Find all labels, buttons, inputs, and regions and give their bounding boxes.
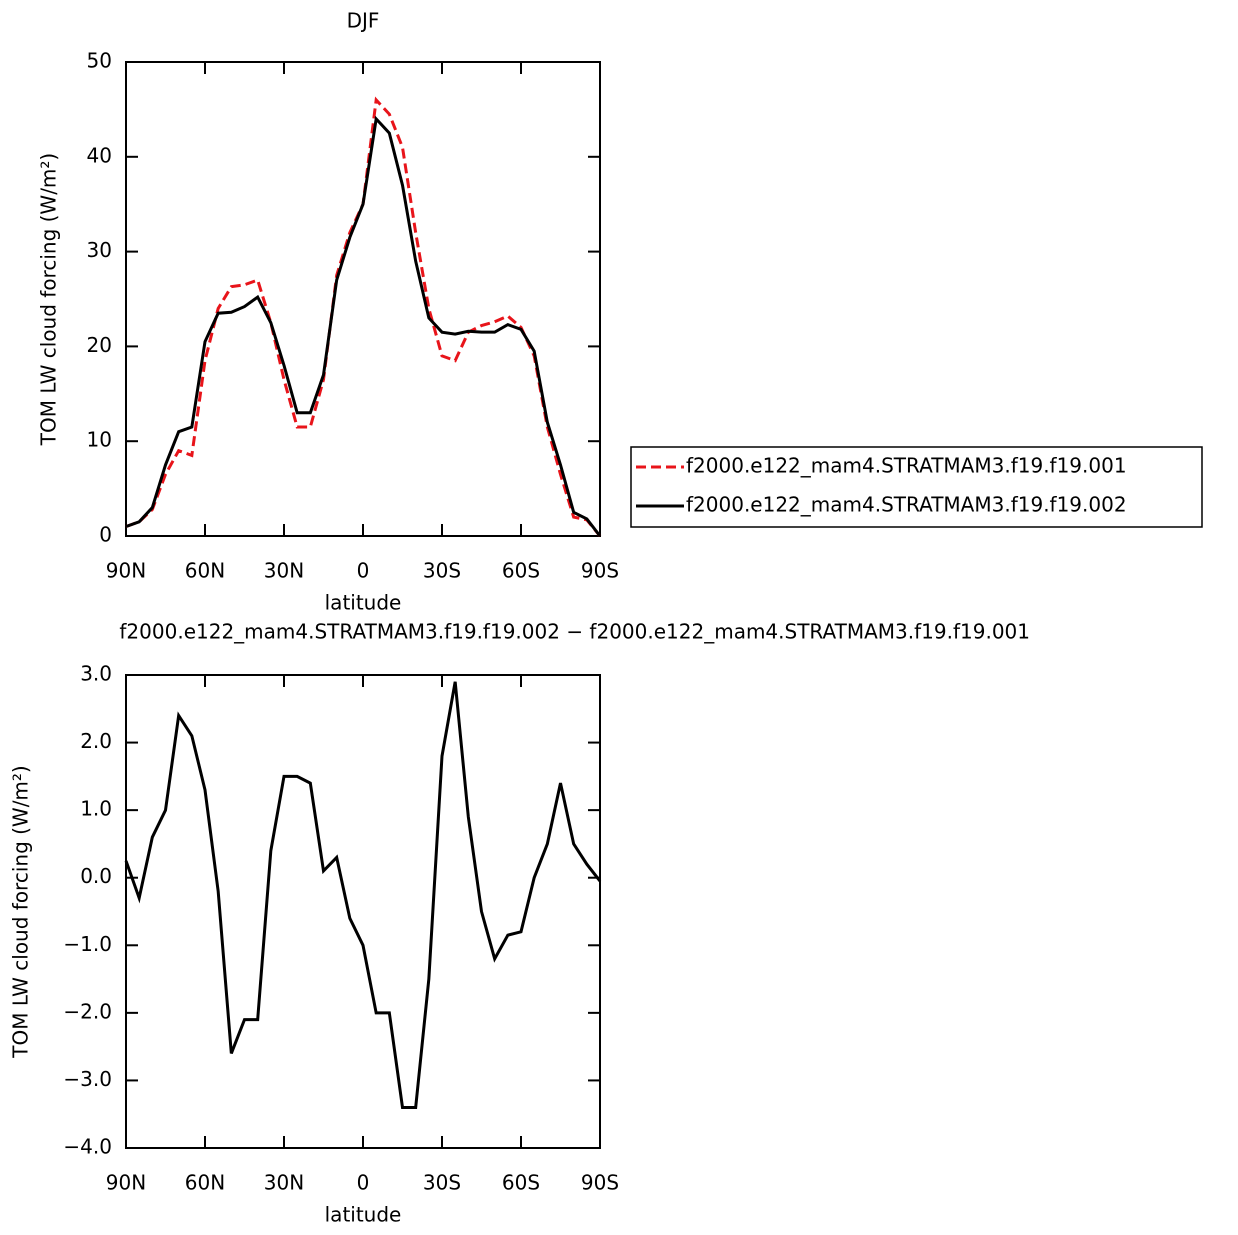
x-tick-label: 90S — [581, 1171, 619, 1195]
data-line — [125, 115, 602, 537]
x-tick-label: 0 — [357, 1171, 370, 1195]
plot-frame — [125, 61, 601, 537]
y-tick-label: 2.0 — [80, 729, 112, 753]
x-tick-label: 60N — [185, 1171, 225, 1195]
x-tick-label: 60S — [502, 1171, 540, 1195]
y-axis-title: TOM LW cloud forcing (W/m²) — [37, 153, 61, 447]
y-tick-label: 0 — [99, 523, 112, 547]
x-tick-label: 60N — [185, 559, 225, 583]
chart-title: DJF — [347, 9, 380, 33]
y-tick-label: −1.0 — [63, 932, 112, 956]
x-tick-label: 90N — [106, 559, 146, 583]
x-tick-label: 0 — [357, 559, 370, 583]
y-tick-label: 10 — [87, 428, 112, 452]
y-tick-label: 1.0 — [80, 797, 112, 821]
y-tick-label: 50 — [87, 49, 112, 73]
data-line — [124, 681, 602, 1109]
y-tick-label: −2.0 — [63, 999, 112, 1023]
y-tick-label: 0.0 — [80, 864, 112, 888]
y-tick-label: 20 — [87, 333, 112, 357]
y-tick-label: −3.0 — [63, 1067, 112, 1091]
y-tick-label: 40 — [87, 143, 112, 167]
chart-title: f2000.e122_mam4.STRATMAM3.f19.f19.002 − … — [119, 620, 1030, 644]
x-axis-title: latitude — [325, 591, 402, 615]
x-axis-title: latitude — [325, 1203, 402, 1227]
y-tick-label: 3.0 — [80, 662, 112, 686]
x-tick-label: 60S — [502, 559, 540, 583]
x-tick-label: 90N — [106, 1171, 146, 1195]
data-line — [125, 96, 602, 537]
y-tick-label: −4.0 — [63, 1135, 112, 1159]
legend-label: f2000.e122_mam4.STRATMAM3.f19.f19.001 — [686, 454, 1127, 478]
y-axis-title: TOM LW cloud forcing (W/m²) — [9, 765, 33, 1059]
x-tick-label: 30N — [264, 559, 304, 583]
x-tick-label: 30S — [423, 1171, 461, 1195]
x-tick-label: 90S — [581, 559, 619, 583]
y-tick-label: 30 — [87, 238, 112, 262]
x-tick-label: 30S — [423, 559, 461, 583]
legend: f2000.e122_mam4.STRATMAM3.f19.f19.001 f20… — [630, 446, 1203, 528]
legend-box — [630, 446, 1203, 528]
plot-frame — [125, 674, 601, 1149]
x-tick-label: 30N — [264, 1171, 304, 1195]
legend-label: f2000.e122_mam4.STRATMAM3.f19.f19.002 — [686, 493, 1127, 517]
